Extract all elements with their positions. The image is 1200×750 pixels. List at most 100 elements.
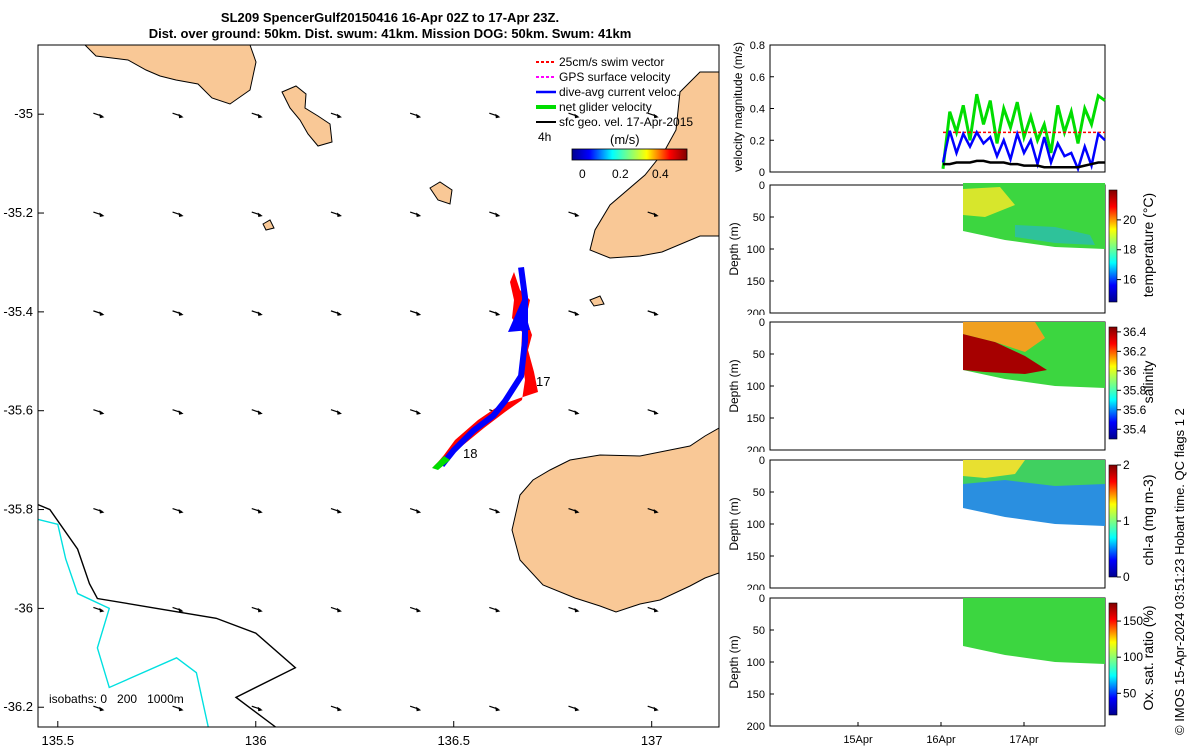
map-axis-ticks: 135.5 136 136.5 137 -35 -35.2 -35.4 -35.6 -35.8 -… [3, 106, 662, 748]
oxygen-colorbar-label: Ox. sat. ratio (%) [1140, 605, 1156, 710]
map-xtick-label: 135.5 [42, 733, 75, 748]
map-ytick-label: -35.2 [3, 205, 33, 220]
legend-net-velocity-label: net glider velocity [559, 100, 652, 114]
temperature-colorbar [1108, 189, 1118, 303]
salinity-depth-ticks: 0 50 100 150 200 [747, 317, 774, 452]
geo-arrow [568, 507, 580, 514]
geo-arrow [409, 606, 422, 613]
time-axis-ticks: 15Apr 16Apr 17Apr [843, 722, 1039, 746]
map-xtick-label: 136.5 [437, 733, 470, 748]
oxygen-section-fill [963, 598, 1105, 664]
geo-arrow [568, 409, 580, 415]
geo-arrow [647, 112, 659, 119]
geo-arrow [330, 310, 342, 316]
colorbar-tick-label: 16 [1123, 273, 1137, 287]
geo-arrow [93, 606, 105, 613]
geo-arrow [93, 705, 105, 712]
colorbar-tick-label: 18 [1123, 243, 1137, 257]
map-ytick-label: -35 [14, 106, 33, 121]
colorbar-tick-label: 35.6 [1123, 403, 1147, 417]
geo-arrow [93, 211, 105, 218]
geo-arrow [330, 211, 342, 218]
geo-arrow [93, 507, 105, 514]
chla-colorbar-label: chl-a (mg m-3) [1140, 474, 1156, 565]
land-kangaroo-island [511, 427, 719, 613]
track-label-18: 18 [463, 446, 477, 461]
temperature-cool-patch [1015, 225, 1095, 245]
colorbar-tick-0.2: 0.2 [612, 167, 629, 181]
depth-tick-label: 150 [747, 413, 765, 425]
geo-arrow [251, 705, 263, 712]
legend-scale-4h: 4h [538, 130, 551, 144]
colorbar-tick-label: 36.4 [1123, 325, 1147, 339]
geo-arrow [172, 507, 184, 514]
geo-arrow [647, 606, 659, 613]
depth-tick-label: 200 [747, 308, 765, 315]
depth-tick-label: 200 [747, 583, 765, 590]
oxygen-depth-ticks: 0 50 100 150 200 [747, 593, 774, 733]
colorbar-tick-label: 50 [1123, 686, 1137, 700]
depth-tick-label: 50 [753, 212, 765, 224]
geo-arrow [251, 606, 263, 613]
depth-tick-label: 200 [747, 445, 765, 452]
colorbar-tick-label: 150 [1123, 614, 1143, 628]
oxygen-colorbar [1108, 602, 1118, 716]
chla-colorbar [1108, 464, 1118, 578]
geo-arrow [172, 606, 184, 613]
velocity-ytick-label: 0.8 [750, 40, 765, 52]
geo-arrow [568, 310, 580, 316]
geo-arrow [330, 606, 342, 613]
depth-tick-label: 0 [759, 317, 765, 329]
geo-arrow [647, 409, 659, 415]
net-velocity-end [432, 456, 450, 470]
salinity-colorbar-ticks: 35.4 35.6 35.8 36 36.2 36.4 [1117, 325, 1147, 436]
geo-arrow [647, 310, 659, 316]
depth-tick-label: 0 [759, 180, 765, 192]
velocity-series [941, 93, 1106, 173]
oxygen-colorbar-ticks: 50 100 150 [1117, 614, 1143, 700]
legend-geo-velocity-label: sfc geo. vel. 17-Apr-2015 [559, 115, 693, 129]
oxygen-ylabel: Depth (m) [727, 635, 741, 688]
geo-arrow [647, 211, 659, 218]
track-label-17: 17 [536, 374, 550, 389]
geo-arrow [489, 507, 501, 514]
velocity-series-line [941, 93, 1106, 170]
map-ytick-label: -35.4 [3, 304, 33, 319]
geo-arrow [409, 112, 422, 119]
geo-arrow [251, 112, 263, 119]
geo-arrow [568, 112, 580, 119]
colorbar-tick-label: 0 [1123, 570, 1130, 584]
geo-arrow [172, 211, 184, 218]
geo-arrow [489, 310, 501, 316]
depth-tick-label: 50 [753, 625, 765, 637]
temperature-section-chart: 0 50 100 150 200 Depth (m) 16 18 20 temperatur… [727, 180, 1156, 315]
chla-depth-ticks: 0 50 100 150 200 [747, 455, 774, 590]
colorbar-tick-label: 1 [1123, 514, 1130, 528]
map-ytick-label: -35.6 [3, 403, 33, 418]
salinity-ylabel: Depth (m) [727, 359, 741, 412]
glider-track-line [439, 266, 528, 467]
geo-arrow [409, 507, 422, 514]
geo-arrow [647, 507, 659, 514]
colorbar-tick-0: 0 [579, 167, 586, 181]
depth-tick-label: 0 [759, 593, 765, 605]
colorbar-tick-label: 36.2 [1123, 344, 1147, 358]
chla-high-patch [963, 460, 1025, 478]
geo-velocity-arrows [93, 112, 659, 712]
temperature-ylabel: Depth (m) [727, 222, 741, 275]
geo-arrow [172, 112, 184, 119]
velocity-ytick-label: 0.6 [750, 72, 765, 84]
map-ytick-label: -36 [14, 600, 33, 615]
geo-arrow [172, 409, 184, 415]
land-islet [262, 219, 275, 231]
depth-tick-label: 50 [753, 349, 765, 361]
geo-arrow [93, 409, 105, 415]
geo-arrow [93, 112, 105, 119]
isobath-1000m-line [38, 518, 209, 727]
colorbar-title: (m/s) [610, 132, 640, 147]
legend-gps-velocity-label: GPS surface velocity [559, 70, 670, 84]
colorbar-tick-label: 2 [1123, 458, 1130, 472]
geo-arrow [330, 112, 342, 119]
geo-arrow [647, 705, 659, 712]
velocity-axis-ticks: 0 0.2 0.4 0.6 0.8 [750, 40, 774, 179]
